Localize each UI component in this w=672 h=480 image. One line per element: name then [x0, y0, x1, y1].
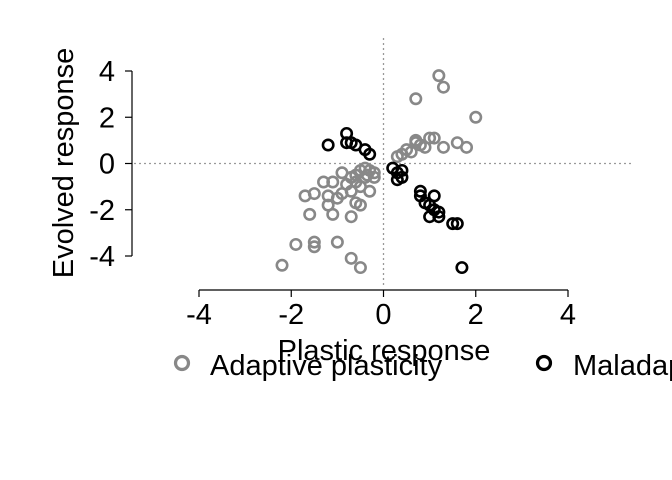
legend-item: Maladaptive plasticity [535, 350, 672, 382]
legend-label: Adaptive plasticity [210, 350, 443, 382]
data-point [289, 237, 303, 251]
y-tick-label: 2 [99, 102, 115, 134]
data-points [275, 69, 483, 275]
x-tick-label: 2 [468, 299, 484, 331]
data-point [423, 131, 437, 145]
data-point [275, 258, 289, 272]
data-point [395, 170, 409, 184]
x-tick-label: -4 [186, 299, 212, 331]
data-point [344, 251, 358, 265]
data-point [307, 187, 321, 201]
data-point [436, 140, 450, 154]
data-point [413, 184, 427, 198]
data-point [326, 207, 340, 221]
data-point [307, 240, 321, 254]
legend-marker [535, 354, 553, 372]
data-point [450, 217, 464, 231]
data-point [326, 175, 340, 189]
x-axis-label: Plastic response [278, 335, 491, 367]
legend-marker [173, 354, 191, 372]
y-tick-label: -4 [89, 241, 115, 273]
data-point [353, 261, 367, 275]
data-point [303, 207, 317, 221]
x-tick-label: 4 [560, 299, 576, 331]
series-maladaptive-plasticity [321, 126, 469, 275]
data-point [367, 166, 381, 180]
data-point [409, 92, 423, 106]
legend-label: Maladaptive plasticity [573, 350, 672, 382]
data-point [363, 147, 377, 161]
data-point [344, 210, 358, 224]
data-point [432, 205, 446, 219]
legend-item: Adaptive plasticity [173, 350, 443, 382]
data-point [367, 170, 381, 184]
data-point [321, 138, 335, 152]
y-axis-label: Evolved response [48, 48, 80, 279]
data-point [469, 110, 483, 124]
data-point [353, 198, 367, 212]
axes: -4 -2 0 2 4 4 2 0 -2 -4 [89, 56, 576, 331]
x-tick-label: -2 [278, 299, 304, 331]
data-point [460, 140, 474, 154]
data-point [363, 184, 377, 198]
y-tick-label: -2 [89, 195, 115, 227]
data-point [455, 261, 469, 275]
data-point [307, 235, 321, 249]
data-point [432, 210, 446, 224]
data-point [427, 189, 441, 203]
series-adaptive-plasticity [275, 69, 483, 275]
data-point [446, 217, 460, 231]
data-point [432, 69, 446, 83]
data-point [330, 235, 344, 249]
y-tick-label: 0 [99, 149, 115, 181]
reference-lines [134, 38, 633, 288]
x-tick-label: 0 [375, 299, 391, 331]
data-point [427, 131, 441, 145]
legend: Adaptive plasticity Maladaptive plasticit… [173, 350, 672, 382]
y-tick-label: 4 [99, 56, 115, 88]
data-point [436, 80, 450, 94]
